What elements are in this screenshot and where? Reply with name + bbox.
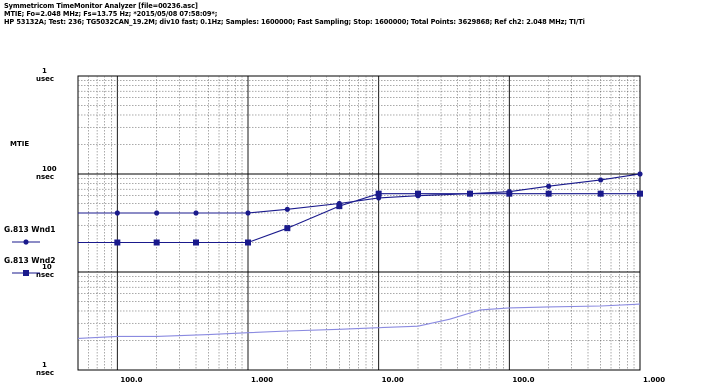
legend-swatch-marker — [23, 239, 29, 245]
series-point-0 — [598, 177, 604, 183]
legend-swatch-marker — [23, 270, 29, 276]
x-tick-label: 1.000 — [643, 376, 665, 384]
legend-label: G.813 Wnd1 — [4, 225, 55, 234]
series-point-1 — [597, 190, 604, 197]
series-point-1 — [284, 225, 291, 232]
series-point-1 — [375, 190, 382, 197]
y-tick-unit: nsec — [36, 271, 54, 279]
series-point-0 — [546, 183, 552, 189]
x-tick-label: 1.000 — [251, 376, 273, 384]
series-point-0 — [154, 210, 160, 216]
series-point-0 — [114, 210, 120, 216]
y-tick-value: 1 — [42, 67, 47, 75]
series-point-1 — [114, 239, 121, 246]
series-point-1 — [245, 239, 252, 246]
x-tick-label: 100.0 — [512, 376, 534, 384]
series-point-1 — [637, 190, 643, 197]
series-point-1 — [506, 190, 513, 197]
x-tick-label: 10.00 — [382, 376, 404, 384]
series-point-1 — [466, 190, 473, 197]
y-tick-unit: nsec — [36, 173, 54, 181]
series-point-1 — [336, 203, 343, 210]
chart-header: Symmetricom TimeMonitor Analyzer [file=0… — [4, 2, 585, 26]
y-tick-value: 100 — [42, 165, 57, 173]
series-point-1 — [415, 190, 422, 197]
y-tick-value: 10 — [42, 263, 52, 271]
series-point-0 — [284, 206, 290, 212]
header-line-1: Symmetricom TimeMonitor Analyzer [file=0… — [4, 2, 198, 10]
series-point-1 — [153, 239, 160, 246]
header-line-3: HP 53132A; Test: 236; TG5032CAN_19.2M; d… — [4, 17, 585, 26]
series-point-1 — [545, 190, 552, 197]
axis-labels: 100.0 1.000 10.00 100.0 1.0001usec100nsec10n… — [10, 67, 665, 384]
y-tick-unit: nsec — [36, 369, 54, 377]
series-point-0 — [193, 210, 199, 216]
x-tick-label: 100.0 — [120, 376, 142, 384]
series-line-1 — [78, 193, 640, 244]
series-point-0 — [637, 171, 643, 177]
header-line-2: MTIE; Fo=2.048 MHz; Fs=13.75 Hz; *2015/0… — [4, 9, 218, 18]
series-point-1 — [193, 239, 200, 246]
series-point-0 — [245, 210, 251, 216]
y-tick-value: 1 — [42, 361, 47, 369]
chart-title: MTIE — [10, 140, 29, 148]
series-line-0 — [78, 173, 641, 214]
grid — [77, 75, 641, 371]
series-layer — [77, 171, 643, 339]
legend: G.813 Wnd1 G.813 Wnd2 — [4, 225, 55, 276]
y-tick-unit: usec — [36, 75, 54, 83]
legend-label: G.813 Wnd2 — [4, 256, 55, 265]
series-line-2 — [77, 303, 641, 339]
plot-frame — [77, 75, 641, 371]
